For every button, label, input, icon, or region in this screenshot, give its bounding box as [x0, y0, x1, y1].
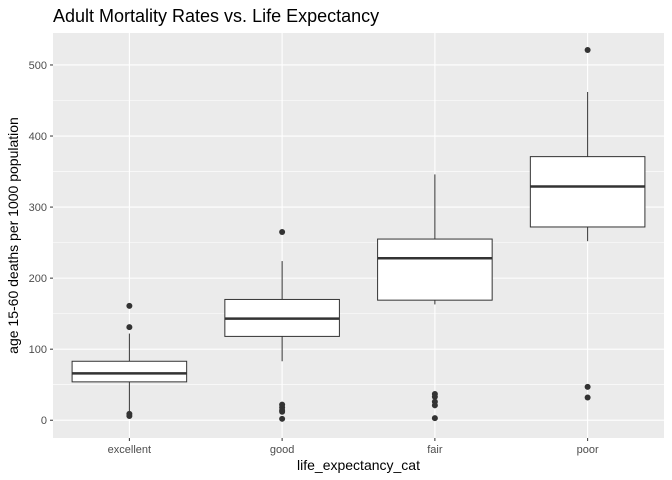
box-poor	[529, 156, 646, 228]
outlier-point	[126, 302, 133, 309]
y-tick-label: 300	[29, 202, 47, 214]
x-tick-label: fair	[427, 444, 443, 456]
y-tick-label: 0	[41, 415, 47, 427]
x-tick-label: poor	[577, 444, 599, 456]
outlier-point	[279, 228, 286, 235]
y-axis-title: age 15-60 deaths per 1000 population	[5, 117, 21, 354]
outlier-point	[431, 393, 438, 400]
outlier-point	[279, 408, 286, 415]
x-tick-label: excellent	[108, 444, 151, 456]
outlier-point	[431, 402, 438, 409]
y-axis: 0 100 200 300 400 500	[29, 60, 53, 427]
outlier-point	[126, 412, 133, 419]
boxes-layer	[71, 47, 646, 422]
minor-gridlines	[53, 100, 664, 385]
x-axis-title: life_expectancy_cat	[297, 457, 420, 473]
x-tick-label: good	[270, 444, 294, 456]
y-tick-label: 500	[29, 60, 47, 72]
outlier-point	[126, 324, 133, 331]
y-tick-label: 100	[29, 344, 47, 356]
outlier-point	[584, 394, 591, 401]
chart-title: Adult Mortality Rates vs. Life Expectanc…	[53, 6, 379, 26]
outlier-point	[279, 415, 286, 422]
box-excellent	[71, 360, 188, 383]
box-fair	[377, 238, 493, 301]
x-axis: excellent good fair poor	[108, 438, 599, 456]
outlier-point	[584, 383, 591, 390]
y-tick-label: 200	[29, 273, 47, 285]
y-tick-label: 400	[29, 131, 47, 143]
outlier-point	[431, 415, 438, 422]
outlier-point	[584, 47, 591, 54]
